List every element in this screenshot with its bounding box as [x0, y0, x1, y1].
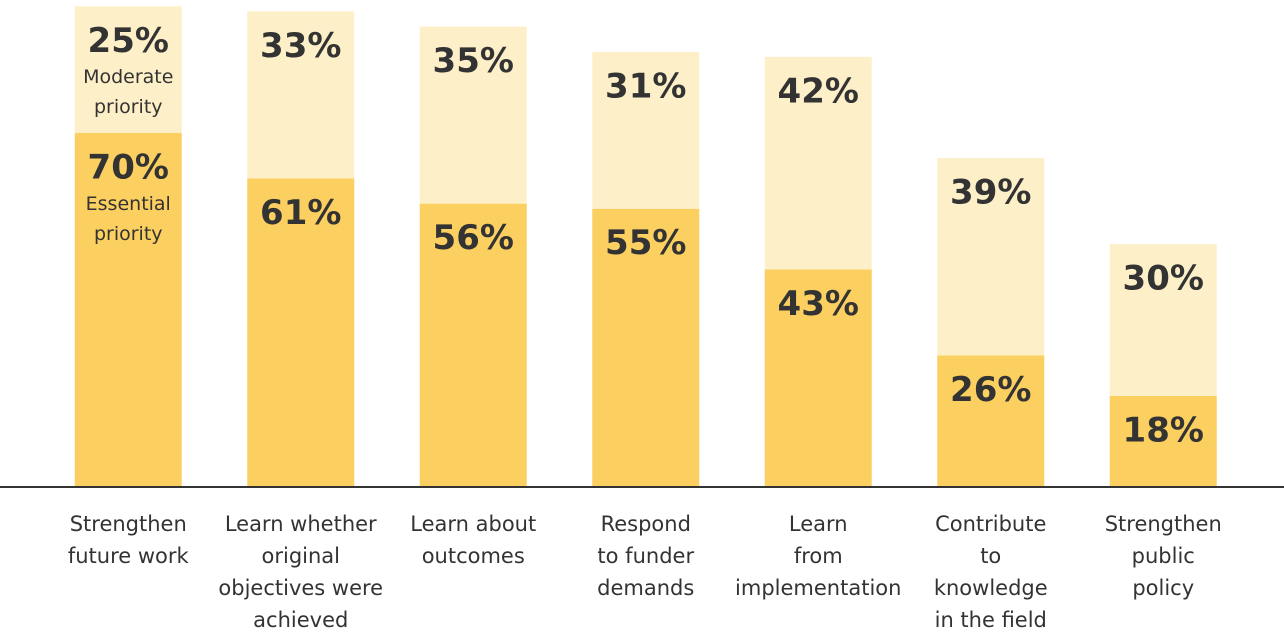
series-name-box: Essential priority — [85, 192, 171, 245]
value-label: 56% — [433, 218, 514, 258]
bar-segment — [1109, 244, 1217, 396]
x-tick-label: policy — [1132, 576, 1194, 600]
x-tick-label: Respond — [601, 512, 691, 536]
bar-segment — [592, 208, 700, 487]
x-tick-label: outcomes — [422, 544, 525, 568]
x-tick-label: to funder — [597, 544, 694, 568]
x-tick-label: Strengthen — [1105, 512, 1222, 536]
value-label: 30% — [1123, 259, 1204, 299]
bar-segment — [247, 178, 355, 487]
x-tick-label: public — [1132, 544, 1195, 568]
x-tick-label: knowledge — [934, 576, 1048, 600]
x-tick-label: Learn about — [410, 512, 536, 536]
bar-segment — [764, 269, 872, 487]
value-label: 31% — [605, 66, 686, 106]
value-label: 55% — [605, 223, 686, 263]
x-tick-label: Learn — [789, 512, 848, 536]
bar-segment — [937, 158, 1045, 356]
bar-segment — [419, 26, 527, 204]
x-tick-label: demands — [597, 576, 694, 600]
bar-segment — [74, 132, 182, 488]
series-name-box: Moderate priority — [83, 66, 174, 119]
x-tick-label: Strengthen — [70, 512, 187, 536]
x-tick-label: achieved — [253, 608, 348, 632]
value-label: 18% — [1123, 410, 1204, 450]
bar-segment — [764, 56, 872, 270]
value-label: 33% — [260, 26, 341, 66]
value-label: 35% — [433, 41, 514, 81]
x-tick-label: original — [262, 544, 341, 568]
bar-segment — [419, 203, 527, 487]
series-name: Essential priority — [85, 192, 171, 245]
x-tick-label: from — [794, 544, 843, 568]
x-tick-label: Contribute — [935, 512, 1046, 536]
bar-segment — [937, 355, 1045, 487]
bar-segment — [592, 51, 700, 209]
value-label: 39% — [950, 173, 1031, 213]
x-tick-label: objectives were — [218, 576, 383, 600]
x-tick-label: future work — [68, 544, 190, 568]
x-tick-label: Learn whether — [225, 512, 377, 536]
bar-segment — [74, 6, 182, 133]
value-label: 25% — [88, 21, 169, 61]
value-label: 26% — [950, 370, 1031, 410]
bar-segment — [1109, 395, 1217, 487]
series-name: Moderate priority — [83, 66, 174, 119]
x-tick-label: to — [980, 544, 1001, 568]
value-label: 43% — [778, 284, 859, 324]
value-label: 42% — [778, 71, 859, 111]
bar-segment — [247, 11, 355, 179]
value-label: 61% — [260, 193, 341, 233]
value-label: 70% — [88, 147, 169, 187]
x-tick-label: implementation — [735, 576, 901, 600]
x-tick-label: in the field — [935, 608, 1047, 632]
